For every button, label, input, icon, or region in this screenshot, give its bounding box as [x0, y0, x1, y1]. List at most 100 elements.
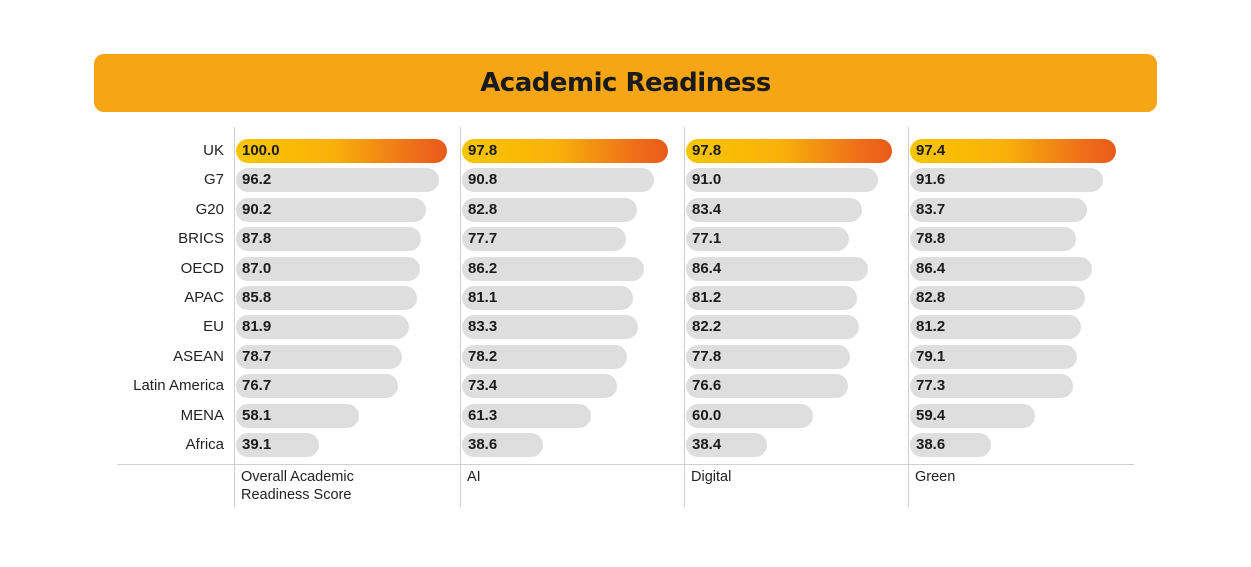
- region-label-oecd: OECD: [180, 259, 224, 277]
- bar-3-eu: [910, 315, 1082, 340]
- bar-1-asean: [462, 344, 627, 369]
- bar-2-latin-america: [686, 374, 848, 399]
- bar-2-g7: [686, 168, 878, 193]
- bar-0-latin-america: [236, 374, 398, 399]
- value-label: 77.8: [692, 347, 722, 365]
- value-label: 87.0: [242, 259, 272, 277]
- bar-1-africa: [462, 433, 544, 457]
- region-label-asean: ASEAN: [173, 347, 224, 365]
- value-label: 38.6: [468, 436, 498, 453]
- bar-3-asean: [910, 344, 1077, 369]
- value-label: 85.8: [242, 289, 272, 306]
- bar-1-uk: [462, 139, 669, 163]
- bar-0-g7: [236, 168, 439, 193]
- value-label: 77.1: [692, 230, 722, 248]
- value-label: 78.8: [916, 230, 946, 248]
- bar-0-africa: [236, 433, 319, 457]
- bar-1-apac: [462, 286, 634, 310]
- value-label: 81.2: [916, 318, 946, 336]
- panel-divider-3: [908, 127, 909, 507]
- region-label-mena: MENA: [180, 406, 224, 424]
- bar-0-asean: [236, 344, 403, 369]
- value-label: 61.3: [468, 406, 498, 424]
- value-label: 38.6: [916, 436, 946, 453]
- bar-3-apac: [910, 286, 1085, 310]
- panel-divider-1: [460, 127, 461, 507]
- value-label: 96.2: [242, 171, 272, 189]
- value-label: 79.1: [916, 347, 946, 365]
- value-label: 83.7: [916, 200, 946, 218]
- bar-3-mena: [910, 403, 1036, 428]
- metric-label-overall-academic-readiness-score: Overall Academic Readiness Score: [241, 468, 354, 504]
- value-label: 82.8: [468, 200, 498, 218]
- bar-3-g7: [910, 168, 1104, 193]
- value-label: 77.3: [916, 377, 946, 395]
- value-label: 81.9: [242, 318, 272, 336]
- metric-label-line1: Green: [915, 469, 956, 485]
- bar-1-eu: [462, 315, 638, 340]
- region-label-apac: APAC: [184, 289, 224, 306]
- value-label: 73.4: [468, 377, 498, 395]
- bar-2-eu: [686, 315, 860, 340]
- bar-2-apac: [686, 286, 858, 310]
- bar-1-oecd: [462, 256, 644, 281]
- bar-2-brics: [686, 227, 849, 252]
- metric-label-line1: Overall Academic: [241, 469, 354, 485]
- bar-2-mena: [686, 403, 813, 428]
- baseline-divider: [117, 464, 1134, 465]
- bar-2-asean: [686, 344, 851, 369]
- bar-0-eu: [236, 315, 409, 340]
- bar-1-latin-america: [462, 374, 617, 399]
- value-label: 83.3: [468, 318, 498, 336]
- value-label: 86.4: [916, 259, 946, 277]
- region-label-g7: G7: [203, 171, 224, 189]
- region-label-africa: Africa: [185, 436, 224, 453]
- value-label: 87.8: [242, 230, 272, 248]
- bar-0-apac: [236, 286, 418, 310]
- value-label: 86.4: [692, 259, 722, 277]
- bar-0-oecd: [236, 256, 420, 281]
- metric-label-digital: Digital: [691, 468, 731, 486]
- value-label: 76.6: [692, 377, 722, 395]
- value-label: 60.0: [692, 406, 722, 424]
- bar-3-africa: [910, 433, 992, 457]
- bar-0-mena: [236, 403, 359, 428]
- value-label: 86.2: [468, 259, 498, 277]
- bar-1-g7: [462, 168, 654, 193]
- metric-label-line2: Readiness Score: [241, 487, 352, 503]
- panel-divider-0: [234, 127, 235, 507]
- value-label: 59.4: [916, 406, 946, 424]
- value-label: 76.7: [242, 377, 272, 395]
- value-label: 39.1: [242, 436, 272, 453]
- metric-label-ai: AI: [467, 468, 481, 486]
- bar-0-brics: [236, 227, 422, 252]
- value-label: 58.1: [242, 406, 272, 424]
- region-label-g20: G20: [195, 200, 224, 218]
- value-label: 78.7: [242, 347, 272, 365]
- value-label: 78.2: [468, 347, 498, 365]
- value-label: 81.1: [468, 289, 498, 306]
- bar-1-mena: [462, 403, 592, 428]
- panel-divider-2: [684, 127, 685, 507]
- bar-0-uk: [236, 139, 447, 163]
- bar-1-g20: [462, 197, 637, 222]
- bar-1-brics: [462, 227, 626, 252]
- bar-3-g20: [910, 197, 1087, 222]
- bar-3-uk: [910, 139, 1116, 163]
- bar-3-oecd: [910, 256, 1093, 281]
- bar-2-uk: [686, 139, 893, 163]
- bar-0-g20: [236, 197, 427, 222]
- value-label: 82.8: [916, 289, 946, 306]
- value-label: 100.0: [242, 142, 280, 159]
- value-label: 97.4: [916, 142, 946, 159]
- region-label-eu: EU: [203, 318, 224, 336]
- region-label-latin-america: Latin America: [133, 377, 224, 395]
- region-label-uk: UK: [203, 142, 224, 159]
- metric-label-line1: Digital: [691, 469, 732, 485]
- bar-2-oecd: [686, 256, 869, 281]
- bar-2-africa: [686, 433, 768, 457]
- value-label: 38.4: [692, 436, 722, 453]
- bar-3-brics: [910, 227, 1077, 252]
- value-label: 77.7: [468, 230, 498, 248]
- value-label: 90.8: [468, 171, 498, 189]
